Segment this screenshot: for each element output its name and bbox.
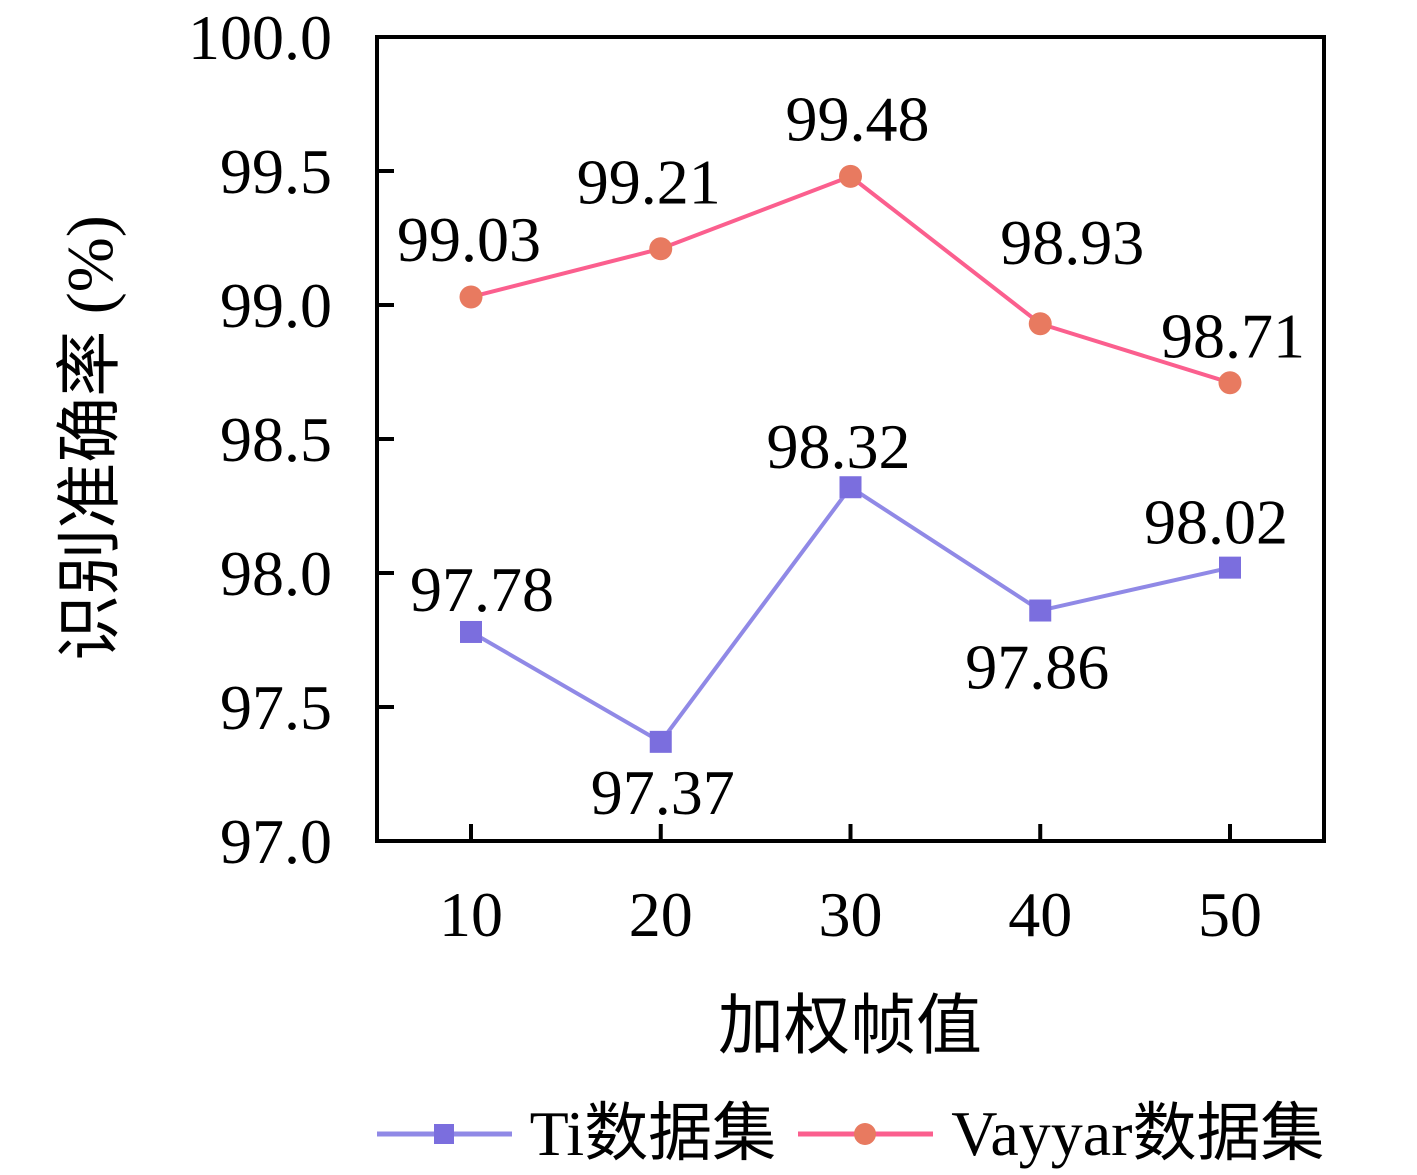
y-tick-label: 98.5 (220, 404, 332, 475)
legend-item-vayyar: Vayyar数据集 (798, 1098, 1325, 1170)
data-point-marker-circle (649, 237, 673, 261)
data-point-marker-square (839, 476, 862, 499)
data-point-marker-circle (459, 285, 483, 309)
y-tick-label: 97.0 (220, 806, 332, 877)
x-tick-label: 10 (439, 879, 503, 950)
y-tick-label: 99.5 (220, 136, 332, 207)
data-point-marker-square (1219, 556, 1241, 579)
data-point-label: 98.32 (767, 411, 911, 482)
data-point-marker-circle (1218, 371, 1242, 395)
data-point-label: 97.37 (591, 757, 735, 828)
legend-marker-square (433, 1124, 454, 1144)
y-tick-label: 100.0 (188, 2, 332, 73)
y-tick-label: 98.0 (220, 538, 332, 609)
x-tick-label: 20 (629, 879, 693, 950)
legend-label-ti: Ti数据集 (529, 1098, 777, 1170)
x-tick-label: 50 (1198, 879, 1262, 950)
legend: Ti数据集 Vayyar数据集 (376, 1094, 1325, 1174)
plot-area: 97.0 97.5 98.0 98.5 99.0 99.5 100.0 10 20 30 40 50 9… (188, 2, 1326, 950)
x-tick-label: 40 (1008, 879, 1072, 950)
legend-marker-circle (854, 1123, 877, 1145)
data-point-label: 99.21 (577, 147, 721, 218)
data-point-label: 98.02 (1144, 487, 1288, 558)
legend-label-vayyar: Vayyar数据集 (951, 1098, 1325, 1170)
y-tick-label: 99.0 (220, 270, 332, 341)
x-tick-label: 30 (819, 879, 883, 950)
legend-sample-ti-icon (376, 1124, 512, 1144)
data-point-label: 97.86 (965, 632, 1109, 703)
y-tick-label: 97.5 (220, 672, 332, 743)
data-point-label: 98.93 (1000, 207, 1144, 278)
data-point-marker-circle (839, 164, 862, 188)
legend-item-ti: Ti数据集 (376, 1098, 777, 1170)
data-point-marker-square (649, 730, 672, 753)
x-axis-title: 加权帧值 (718, 990, 982, 1063)
data-point-label: 97.78 (410, 554, 554, 625)
y-axis-title: 识别准确率 (%) (54, 215, 127, 660)
data-point-label: 99.03 (397, 204, 541, 275)
data-point-marker-square (1029, 599, 1052, 622)
data-point-label: 98.71 (1161, 301, 1305, 372)
legend-sample-vayyar-icon (798, 1123, 934, 1145)
data-point-marker-square (460, 620, 482, 643)
data-point-marker-circle (1028, 312, 1052, 336)
data-point-label: 99.48 (786, 83, 930, 154)
series-line-ti (469, 484, 1231, 745)
